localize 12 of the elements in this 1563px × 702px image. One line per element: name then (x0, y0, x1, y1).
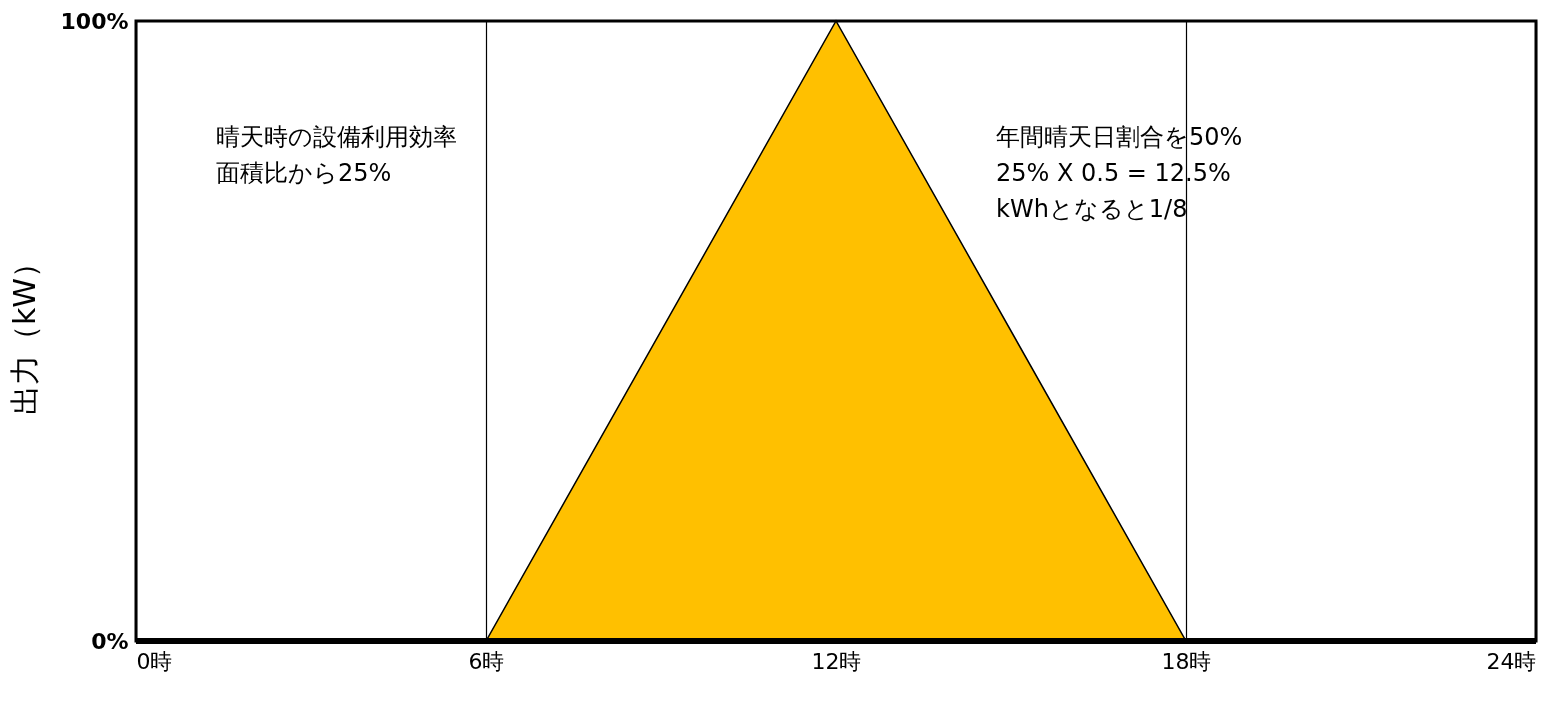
x-tick-label: 18時 (1161, 648, 1212, 674)
annotation: kWhとなると1/8 (996, 195, 1188, 223)
annotation: 年間晴天日割合を50% (996, 123, 1243, 151)
annotation: 面積比から25% (216, 159, 392, 187)
annotation: 晴天時の設備利用効率 (216, 123, 457, 151)
y-tick-label: 0% (91, 628, 129, 654)
x-tick-label: 24時 (1486, 648, 1537, 674)
x-tick-label: 12時 (811, 648, 862, 674)
x-tick-label: 0時 (136, 648, 173, 674)
y-tick-label: 100% (60, 8, 129, 34)
y-axis-title: 出力（kW） (6, 247, 42, 416)
x-tick-label: 6時 (468, 648, 505, 674)
